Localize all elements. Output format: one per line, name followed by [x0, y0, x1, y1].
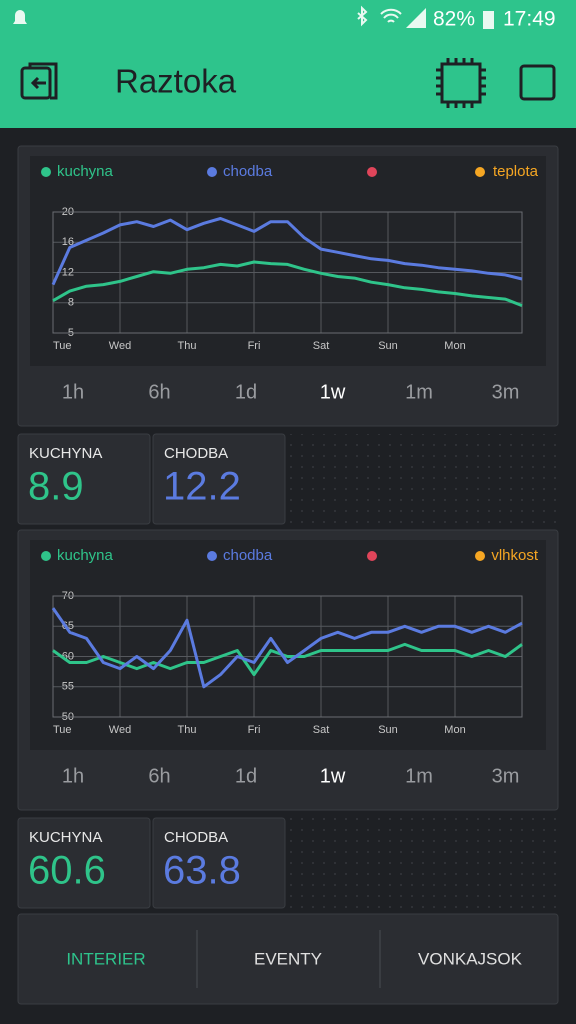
tab[interactable]: INTERIER [66, 949, 145, 968]
data-line [52, 642, 523, 677]
tile-label: CHODBA [164, 445, 228, 462]
plot-border [52, 211, 523, 334]
tab[interactable]: EVENTY [254, 949, 322, 968]
range-button[interactable]: 1w [320, 381, 346, 403]
stop-button[interactable] [519, 64, 556, 101]
legend-dot [367, 551, 377, 561]
app-title: Raztoka [115, 63, 237, 100]
legend-dot [475, 551, 485, 561]
x-tick-label: Sun [378, 340, 398, 352]
battery-percent: 82% [433, 8, 475, 31]
tile-label: KUCHYNA [29, 445, 102, 462]
tile-value: 8.9 [28, 465, 84, 509]
plot-border [52, 595, 523, 718]
y-tick-label: 16 [62, 236, 74, 248]
signal-icon [406, 8, 426, 28]
tile-value: 12.2 [163, 465, 241, 509]
range-button[interactable]: 1h [62, 381, 84, 403]
range-button[interactable]: 3m [492, 765, 520, 787]
data-line [52, 260, 523, 307]
tab-bar [17, 913, 559, 1005]
clock: 17:49 [503, 8, 556, 31]
x-tick-label: Fri [248, 724, 261, 736]
x-tick-label: Thu [178, 340, 197, 352]
bell-icon [13, 10, 27, 26]
x-tick-label: Sat [313, 340, 330, 352]
y-tick-label: 12 [62, 266, 74, 278]
tile-label: CHODBA [164, 829, 228, 846]
range-button[interactable]: 1d [235, 765, 257, 787]
y-tick-label: 55 [62, 681, 74, 693]
legend-dot [207, 167, 217, 177]
data-line [51, 607, 523, 689]
plot-panel [30, 156, 546, 366]
range-button[interactable]: 6h [148, 765, 170, 787]
range-button[interactable]: 1m [405, 765, 433, 787]
dotted-area [290, 434, 558, 524]
range-button[interactable]: 1w [320, 765, 346, 787]
range-button[interactable]: 3m [492, 381, 520, 403]
x-tick-label: Wed [109, 724, 131, 736]
back-icon[interactable] [20, 62, 58, 100]
battery-icon [483, 11, 494, 29]
legend-dot [367, 167, 377, 177]
value-tile [152, 817, 286, 909]
plot-panel [30, 540, 546, 750]
legend-label: teplota [493, 163, 539, 180]
x-tick-label: Wed [109, 340, 131, 352]
legend-label: kuchyna [57, 163, 114, 180]
device-icon[interactable] [436, 58, 486, 108]
tile-value: 60.6 [28, 849, 106, 893]
x-tick-label: Sun [378, 724, 398, 736]
tab[interactable]: VONKAJSOK [418, 949, 523, 968]
legend-label: chodba [223, 547, 273, 564]
x-tick-label: Mon [444, 340, 465, 352]
x-tick-label: Tue [53, 340, 72, 352]
range-button[interactable]: 1d [235, 381, 257, 403]
range-button[interactable]: 1h [62, 765, 84, 787]
x-tick-label: Sat [313, 724, 330, 736]
x-tick-label: Tue [53, 724, 72, 736]
legend-dot [475, 167, 485, 177]
value-tile [17, 433, 151, 525]
y-tick-label: 8 [68, 297, 74, 309]
legend-label: vlhkost [491, 547, 539, 564]
bluetooth-icon [357, 5, 368, 27]
legend-dot [41, 551, 51, 561]
value-tile [17, 817, 151, 909]
range-button[interactable]: 1m [405, 381, 433, 403]
x-tick-label: Fri [248, 340, 261, 352]
tile-value: 63.8 [163, 849, 241, 893]
legend-dot [207, 551, 217, 561]
range-button[interactable]: 6h [148, 381, 170, 403]
tile-label: KUCHYNA [29, 829, 102, 846]
legend-label: chodba [223, 163, 273, 180]
dotted-area [290, 818, 558, 908]
legend-dot [41, 167, 51, 177]
x-tick-label: Mon [444, 724, 465, 736]
wifi-icon [380, 8, 402, 23]
data-line [51, 217, 523, 286]
x-tick-label: Thu [178, 724, 197, 736]
legend-label: kuchyna [57, 547, 114, 564]
value-tile [152, 433, 286, 525]
